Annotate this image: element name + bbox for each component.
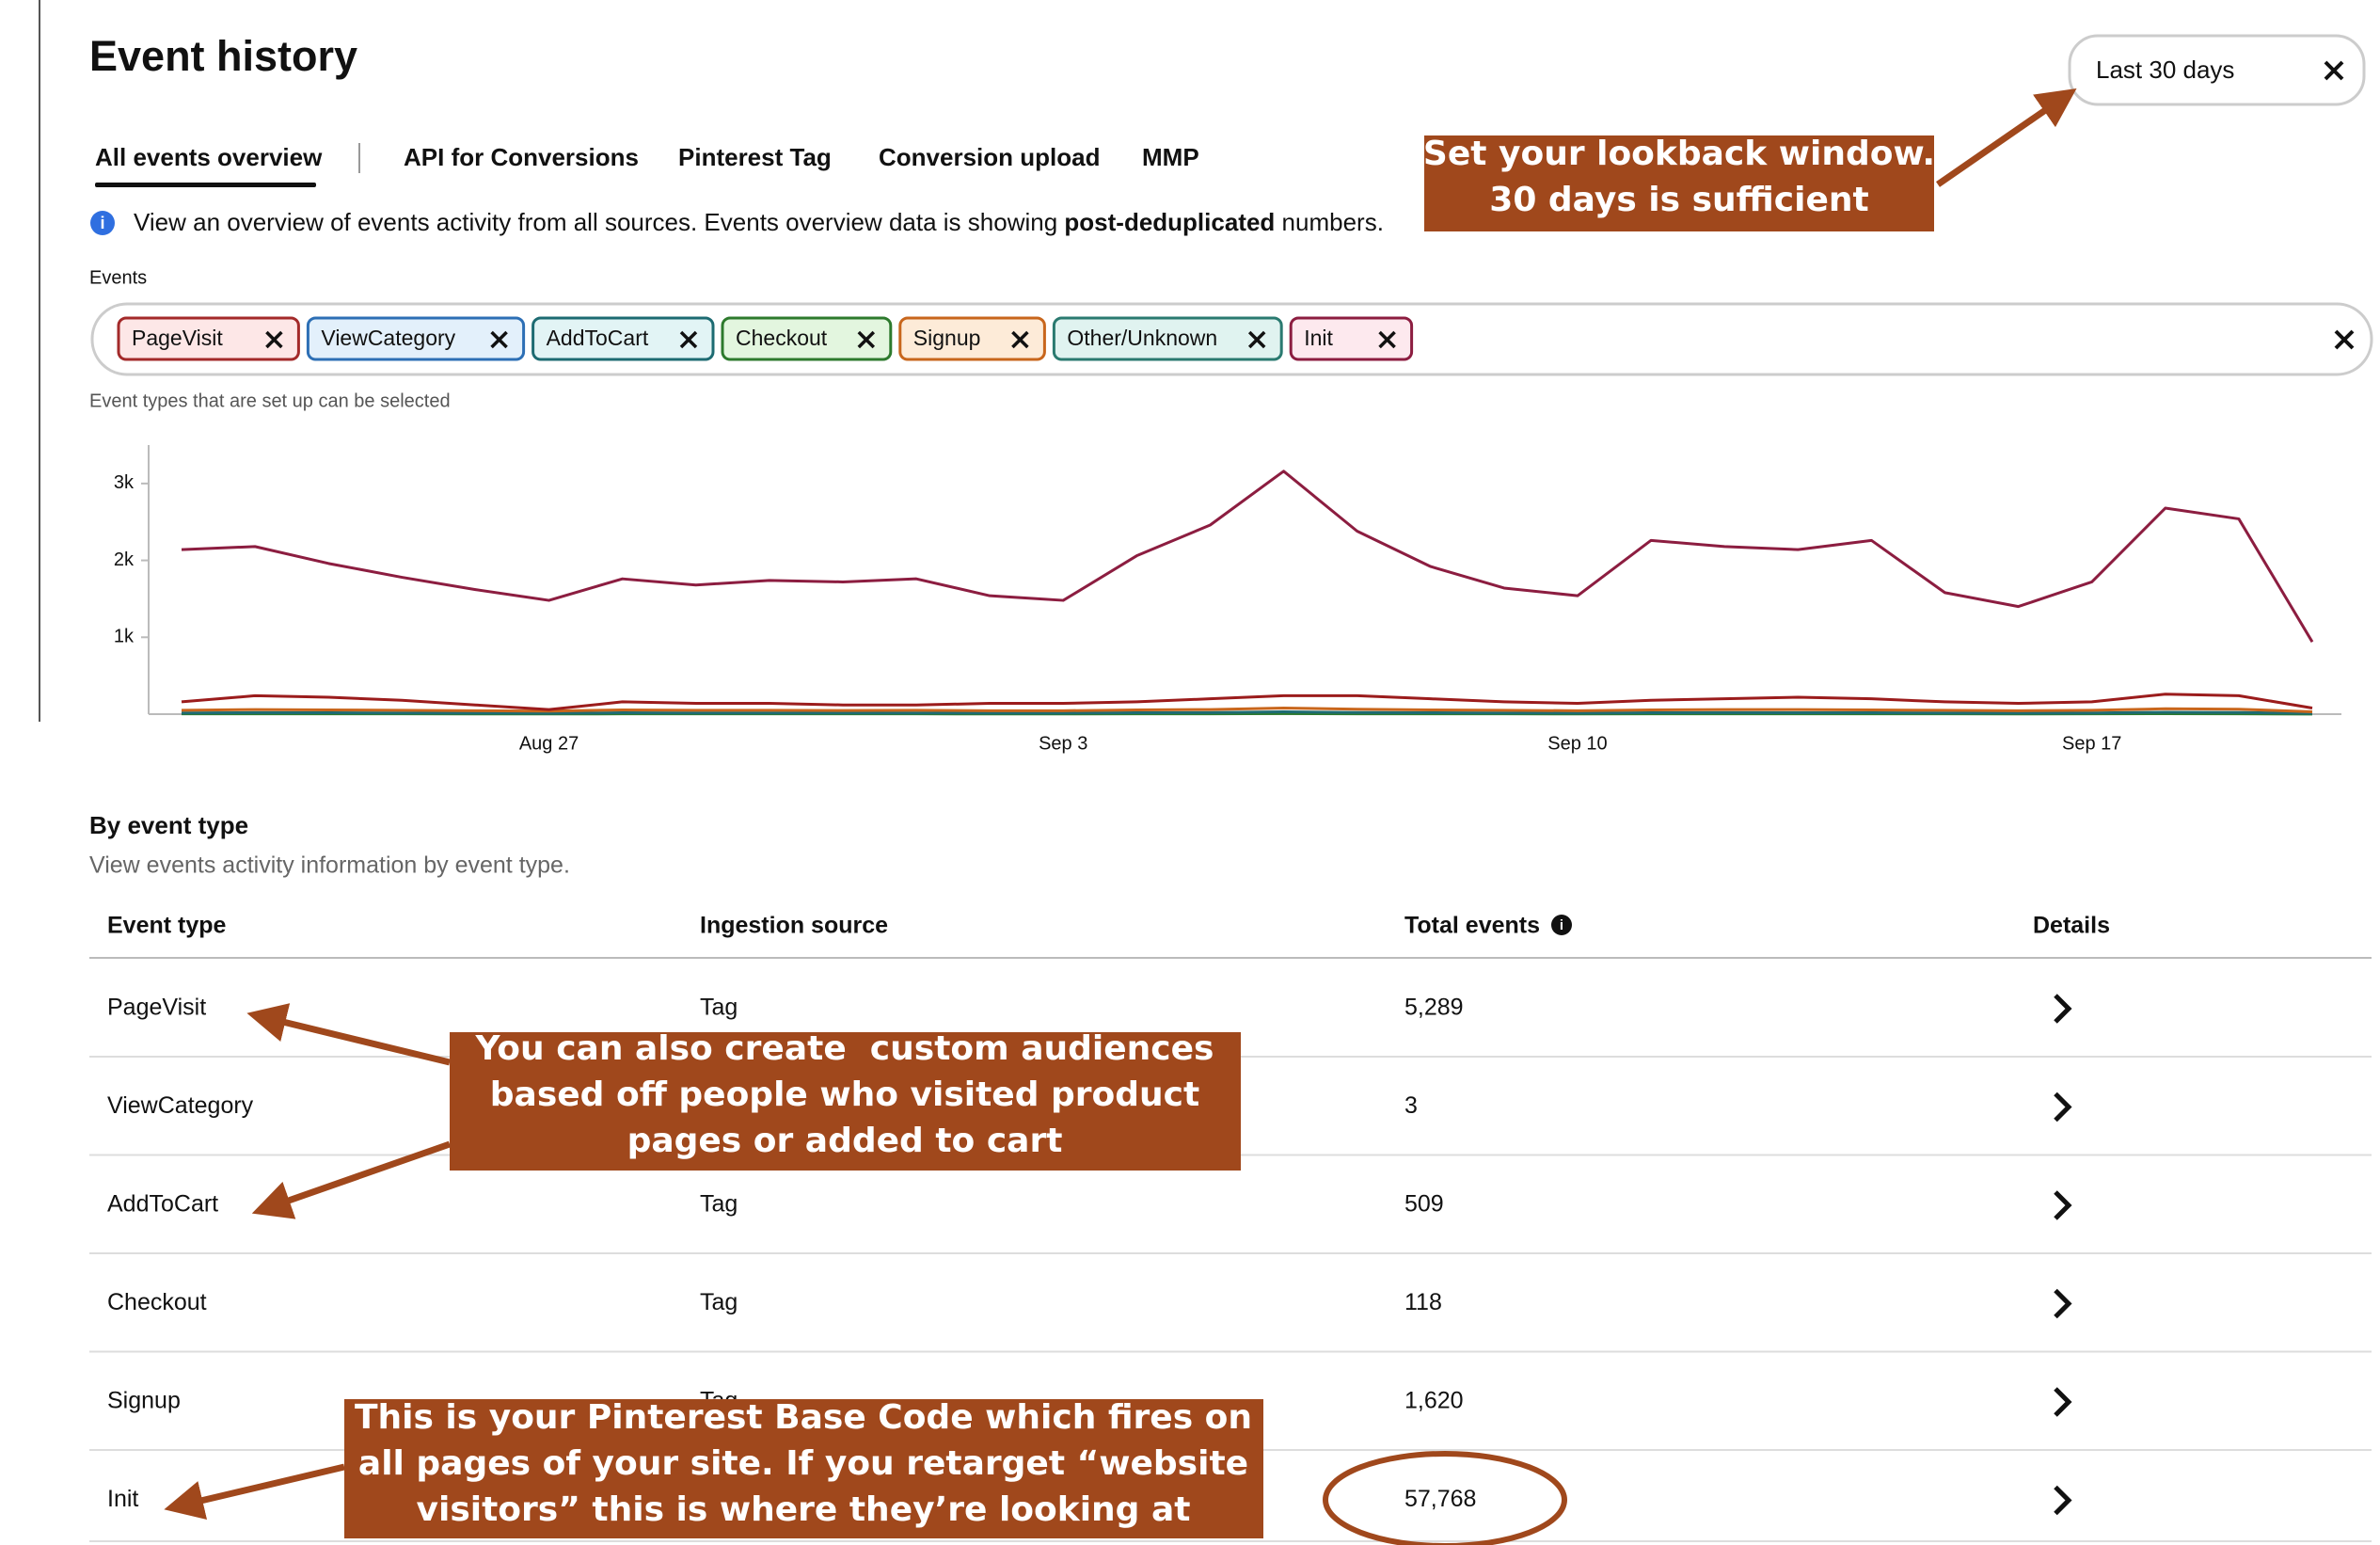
column-header: Details [2033,913,2110,939]
events-clear-icon[interactable] [2334,329,2355,350]
y-tick-label: 2k [114,550,135,570]
chevron-icon[interactable] [2054,1387,2072,1417]
annotation-text: This is your Pinterest Base Code which f… [355,1398,1252,1437]
event-chip-remove[interactable] [490,330,508,349]
tab[interactable]: Pinterest Tag [678,143,832,171]
total-info-icon [1551,915,1572,935]
tab[interactable]: API for Conversions [404,143,639,171]
event-chip-label: Signup [913,326,981,350]
table-cell: Tag [700,1191,738,1218]
chevron-icon[interactable] [2054,1485,2072,1516]
event-chip-label: Init [1304,326,1333,350]
chevron-icon[interactable] [2054,1190,2072,1220]
series-line [181,706,2313,714]
event-chip-label: ViewCategory [321,326,455,350]
y-tick-label: 1k [114,627,135,647]
annotation-text: You can also create custom audiences [475,1029,1214,1068]
info-text-part: View an overview of events activity from… [134,208,1064,236]
x-tick-label: Sep 10 [1547,733,1607,754]
annotation-arrow [164,1463,345,1521]
annotation-text: based off people who visited product [490,1075,1199,1114]
tab[interactable]: MMP [1142,143,1199,171]
info-text-bold: post-deduplicated [1064,208,1275,236]
event-chip-remove[interactable] [857,330,876,349]
table-cell: Signup [107,1388,181,1414]
event-chip-label: Other/Unknown [1067,326,1217,350]
column-header: Event type [107,913,227,939]
table-title: By event type [89,811,248,839]
series-line [181,710,2313,715]
x-tick-label: Sep 17 [2062,733,2121,754]
events-hint: Event types that are set up can be selec… [89,390,451,411]
event-chip-label: AddToCart [547,326,649,350]
table-cell: 5,289 [1404,995,1464,1021]
annotation-arrow [246,1003,451,1066]
event-chip[interactable] [1052,316,1283,361]
highlight-ellipse [1323,1451,1567,1545]
table-subtitle: View events activity information by even… [89,852,570,879]
event-chip-remove[interactable] [1247,330,1266,349]
info-text: View an overview of events activity from… [134,208,1384,236]
info-text-part: numbers. [1275,208,1384,236]
event-chip[interactable] [306,316,526,361]
event-chip-remove[interactable] [1378,330,1396,349]
y-tick-label: 3k [114,472,135,493]
annotation-text: 30 days is sufficient [1489,181,1868,219]
tab[interactable]: Conversion upload [879,143,1100,171]
annotation-arrow [1936,88,2077,187]
event-chip[interactable] [898,316,1046,361]
annotation-box [450,1032,1241,1171]
annotation-arrow [251,1140,452,1219]
active-tab-underline [95,183,316,187]
event-chip-remove[interactable] [679,330,698,349]
event-chip-label: PageVisit [132,326,223,350]
table-cell: 118 [1404,1289,1442,1315]
page-title: Event history [89,32,357,80]
table-cell: 3 [1404,1092,1418,1119]
x-tick-label: Sep 3 [1039,733,1087,754]
events-label: Events [89,267,147,288]
table-cell: ViewCategory [107,1092,254,1119]
annotation-box [344,1399,1263,1538]
annotation-text: all pages of your site. If you retarget … [358,1444,1248,1483]
chevron-icon[interactable] [2054,1288,2072,1319]
annotation-text: visitors” this is where they’re looking … [417,1490,1191,1529]
column-header: Ingestion source [700,913,888,939]
tab[interactable]: All events overview [95,143,323,171]
x-tick-label: Aug 27 [519,733,579,754]
event-chip[interactable] [721,316,893,361]
info-icon [90,211,115,235]
table-cell: 57,768 [1404,1486,1476,1512]
event-chip-remove[interactable] [265,330,283,349]
table-cell: Init [107,1486,138,1512]
series-line [181,470,2314,643]
table-cell: 509 [1404,1191,1444,1218]
info-icon-glyph: i [100,214,104,232]
date-clear-icon[interactable] [2324,60,2344,81]
event-chip[interactable] [1289,316,1414,361]
table-cell: PageVisit [107,995,206,1021]
chevron-icon[interactable] [2054,1091,2072,1123]
event-chip[interactable] [117,316,300,361]
column-header: Total events [1404,913,1540,939]
annotation-text: pages or added to cart [627,1122,1063,1160]
date-filter-label: Last 30 days [2096,56,2234,84]
table-cell: Tag [700,1289,738,1315]
chevron-icon[interactable] [2054,994,2072,1024]
event-chip[interactable] [532,316,715,361]
annotation-text: Set your lookback window. [1423,135,1935,173]
table-cell: Checkout [107,1289,207,1315]
annotation-box [1424,135,1934,231]
event-chip-label: Checkout [736,326,828,350]
date-filter[interactable] [2068,34,2366,106]
table-cell: 1,620 [1404,1388,1464,1414]
table-cell: Tag [700,995,738,1021]
event-chip-remove[interactable] [1011,330,1029,349]
table-cell: AddToCart [107,1191,218,1218]
series-line [181,693,2313,711]
total-info-glyph: i [1560,917,1563,933]
